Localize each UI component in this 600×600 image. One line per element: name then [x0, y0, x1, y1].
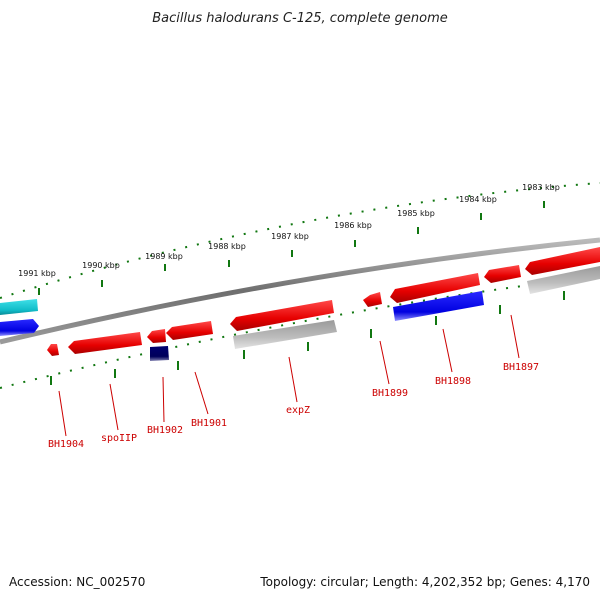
- reverse-strand-genes: [0, 266, 600, 361]
- gene-blue-edge[interactable]: [0, 319, 39, 336]
- accession-text: Accession: NC_002570: [9, 575, 145, 589]
- gene-label-bh1899[interactable]: BH1899: [372, 388, 408, 399]
- gene-label-leaders: [58, 314, 520, 437]
- gene-gray-reverse-edge[interactable]: [527, 266, 600, 294]
- leader-spoiip: [109, 383, 119, 431]
- inner-major-ticks: [50, 291, 565, 385]
- gene-bh1898-forward[interactable]: [390, 273, 480, 303]
- genome-summary-text: Topology: circular; Length: 4,202,352 bp…: [259, 575, 590, 589]
- gene-dark-reverse[interactable]: [150, 346, 169, 361]
- gene-bh1902[interactable]: [147, 329, 166, 343]
- lower-track-genes: [47, 300, 334, 356]
- gene-bh1901[interactable]: [166, 321, 213, 340]
- gene-cyan-edge[interactable]: [0, 299, 38, 315]
- scale-label: 1988 kbp: [208, 242, 246, 251]
- gene-gray-reverse[interactable]: [233, 320, 337, 349]
- leader-bh1899: [379, 340, 390, 385]
- leader-bh1902: [162, 376, 165, 423]
- scale-label: 1991 kbp: [18, 269, 56, 278]
- scale-label: 1989 kbp: [145, 252, 183, 261]
- map-title: Bacillus halodurans C-125, complete geno…: [152, 11, 448, 26]
- gene-forward-edge[interactable]: [525, 247, 600, 275]
- gene-label-spoiip[interactable]: spoIIP: [101, 433, 137, 444]
- scale-major-ticks: [38, 201, 545, 295]
- gene-label-bh1897[interactable]: BH1897: [503, 362, 539, 373]
- scale-label: 1990 kbp: [82, 261, 120, 270]
- gene-bh1904[interactable]: [47, 344, 59, 356]
- gene-label-bh1901[interactable]: BH1901: [191, 418, 227, 429]
- scale-label: 1985 kbp: [397, 209, 435, 218]
- forward-strand-genes: [363, 247, 600, 307]
- scale-label: 1986 kbp: [334, 221, 372, 230]
- gene-label-expz[interactable]: expZ: [286, 405, 310, 416]
- leader-bh1898: [442, 328, 453, 373]
- leader-bh1897: [510, 314, 520, 359]
- scale-label: 1987 kbp: [271, 232, 309, 241]
- gene-bh1899[interactable]: [363, 292, 382, 307]
- leader-bh1901: [194, 371, 209, 415]
- leader-bh1904: [58, 390, 67, 437]
- gene-expz[interactable]: [230, 300, 334, 331]
- leader-expz: [288, 356, 298, 403]
- scale-label: 1983 kbp: [522, 183, 560, 192]
- gene-blue-reverse[interactable]: [393, 291, 484, 321]
- gene-label-bh1902[interactable]: BH1902: [147, 425, 183, 436]
- genome-backbone: [0, 237, 600, 345]
- scale-label: 1984 kbp: [459, 195, 497, 204]
- gene-bh1897[interactable]: [484, 265, 521, 283]
- gene-spoiip[interactable]: [68, 332, 142, 354]
- gene-label-bh1904[interactable]: BH1904: [48, 439, 84, 450]
- gene-label-bh1898[interactable]: BH1898: [435, 376, 471, 387]
